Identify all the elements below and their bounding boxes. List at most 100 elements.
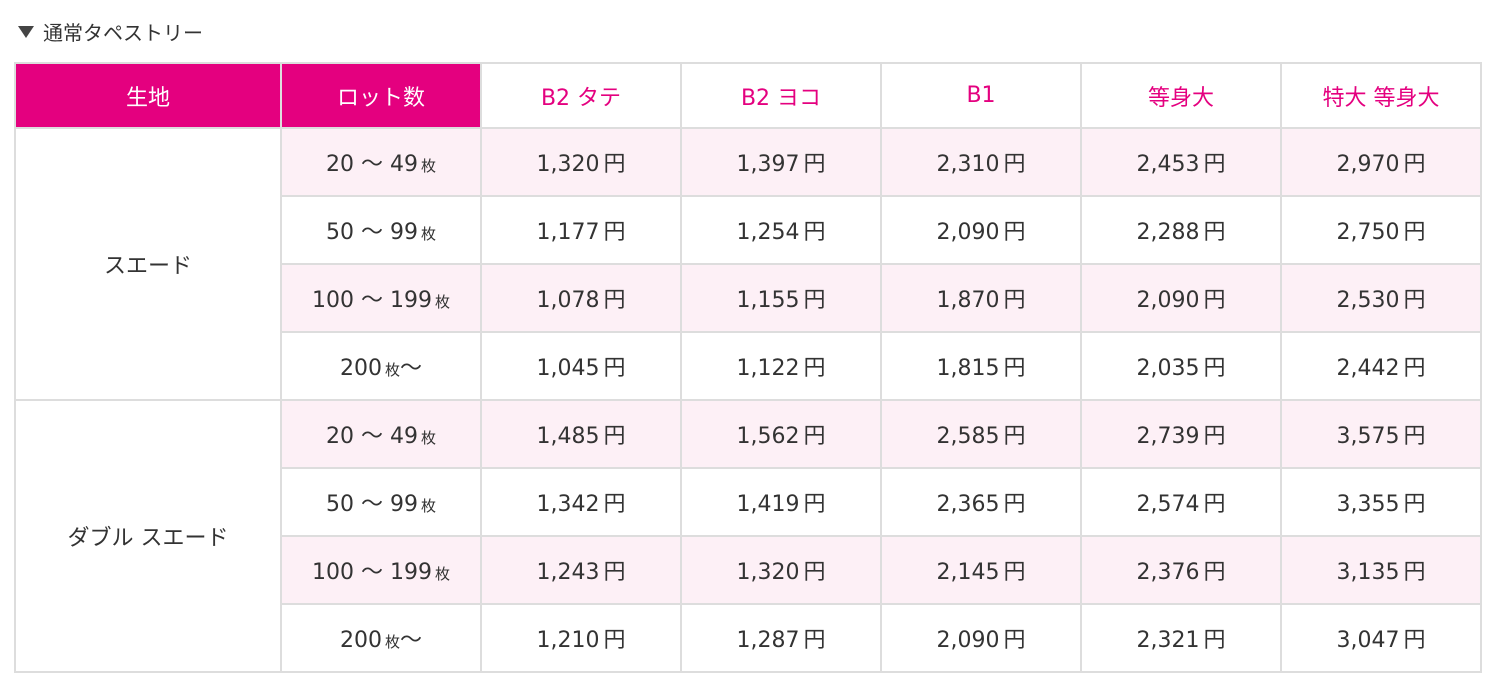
currency-unit: 円 [1003, 356, 1026, 381]
lot-cell: 200 枚〜 [280, 603, 482, 673]
currency-unit: 円 [603, 492, 626, 517]
price-value: 3,575 [1336, 424, 1400, 449]
currency-unit: 円 [1403, 628, 1426, 653]
price-cell: 2,090 円 [880, 195, 1082, 265]
currency-unit: 円 [803, 628, 826, 653]
lot-range: 20 〜 49 [326, 424, 418, 449]
currency-unit: 円 [1403, 220, 1426, 245]
price-value: 1,155 [736, 288, 800, 313]
section-title: 通常タペストリー [43, 20, 203, 45]
lot-unit: 枚 [420, 225, 436, 243]
price-cell: 2,750 円 [1280, 195, 1482, 265]
currency-unit: 円 [1003, 424, 1026, 449]
price-cell: 2,530 円 [1280, 263, 1482, 333]
price-table-body: スエード 20 〜 49 枚 1,320 円 1,397 円 2,310 円 2,453 円 2,97… [14, 127, 1482, 673]
currency-unit: 円 [1203, 628, 1226, 653]
price-cell: 1,287 円 [680, 603, 882, 673]
header-lot: ロット数 [280, 62, 482, 129]
price-value: 1,287 [736, 628, 800, 653]
price-value: 2,585 [936, 424, 1000, 449]
price-value: 1,045 [536, 356, 600, 381]
currency-unit: 円 [603, 424, 626, 449]
price-value: 1,177 [536, 220, 600, 245]
currency-unit: 円 [803, 560, 826, 585]
price-cell: 1,342 円 [480, 467, 682, 537]
price-cell: 1,419 円 [680, 467, 882, 537]
price-cell: 3,135 円 [1280, 535, 1482, 605]
price-value: 3,047 [1336, 628, 1400, 653]
price-cell: 2,090 円 [1080, 263, 1282, 333]
price-value: 1,078 [536, 288, 600, 313]
fabric-cell: ダブル スエード [14, 399, 282, 673]
price-value: 2,750 [1336, 220, 1400, 245]
currency-unit: 円 [603, 628, 626, 653]
currency-unit: 円 [803, 356, 826, 381]
price-value: 1,485 [536, 424, 600, 449]
table-row: スエード 20 〜 49 枚 1,320 円 1,397 円 2,310 円 2,453 円 2,97… [14, 127, 1482, 401]
lot-unit: 枚 [384, 633, 400, 651]
price-value: 2,530 [1336, 288, 1400, 313]
price-cell: 1,254 円 [680, 195, 882, 265]
price-value: 2,970 [1336, 152, 1400, 177]
price-cell: 1,870 円 [880, 263, 1082, 333]
price-value: 2,453 [1136, 152, 1200, 177]
header-size-b2-yoko: B2 ヨコ [680, 62, 882, 129]
lot-unit: 枚 [420, 157, 436, 175]
table-row: 50 〜 99 枚 1,342 円 1,419 円 2,365 円 2,574 円 3,355 円 [15, 467, 1482, 537]
price-cell: 2,310 円 [880, 127, 1082, 197]
price-value: 1,210 [536, 628, 600, 653]
price-cell: 2,288 円 [1080, 195, 1282, 265]
currency-unit: 円 [1203, 288, 1226, 313]
price-cell: 1,320 円 [480, 127, 682, 197]
table-row: 200 枚〜 1,210 円 1,287 円 2,090 円 2,321 円 3,047 円 [15, 603, 1482, 673]
currency-unit: 円 [1003, 152, 1026, 177]
table-row: 200 枚〜 1,045 円 1,122 円 1,815 円 2,035 円 2,442 円 [15, 331, 1482, 401]
price-cell: 2,090 円 [880, 603, 1082, 673]
price-cell: 3,575 円 [1280, 399, 1482, 469]
header-row: 生地 ロット数 B2 タテ B2 ヨコ B1 等身大 特大 等身大 [14, 62, 1482, 129]
currency-unit: 円 [803, 152, 826, 177]
lot-cell: 50 〜 99 枚 [280, 195, 482, 265]
price-value: 3,135 [1336, 560, 1400, 585]
price-value: 2,574 [1136, 492, 1200, 517]
price-cell: 2,970 円 [1280, 127, 1482, 197]
currency-unit: 円 [1403, 152, 1426, 177]
lot-unit: 枚 [384, 361, 400, 379]
currency-unit: 円 [603, 560, 626, 585]
price-cell: 1,210 円 [480, 603, 682, 673]
price-cell: 2,145 円 [880, 535, 1082, 605]
currency-unit: 円 [803, 424, 826, 449]
currency-unit: 円 [1003, 628, 1026, 653]
lot-cell: 50 〜 99 枚 [280, 467, 482, 537]
price-value: 1,815 [936, 356, 1000, 381]
currency-unit: 円 [1003, 560, 1026, 585]
currency-unit: 円 [603, 152, 626, 177]
header-fabric: 生地 [14, 62, 282, 129]
currency-unit: 円 [1203, 152, 1226, 177]
price-value: 1,419 [736, 492, 800, 517]
price-value: 1,254 [736, 220, 800, 245]
currency-unit: 円 [1203, 356, 1226, 381]
price-value: 2,310 [936, 152, 1000, 177]
lot-cell: 20 〜 49 枚 [280, 399, 482, 469]
price-value: 2,035 [1136, 356, 1200, 381]
table-row: 50 〜 99 枚 1,177 円 1,254 円 2,090 円 2,288 円 2,750 円 [15, 195, 1482, 265]
price-value: 2,321 [1136, 628, 1200, 653]
lot-unit: 枚 [420, 497, 436, 515]
lot-tilde: 〜 [400, 356, 423, 381]
price-cell: 2,574 円 [1080, 467, 1282, 537]
lot-range: 200 [339, 356, 382, 381]
price-cell: 2,585 円 [880, 399, 1082, 469]
currency-unit: 円 [1203, 492, 1226, 517]
price-cell: 2,321 円 [1080, 603, 1282, 673]
currency-unit: 円 [1003, 288, 1026, 313]
price-value: 1,320 [536, 152, 600, 177]
lot-range: 50 〜 99 [326, 220, 418, 245]
currency-unit: 円 [803, 288, 826, 313]
price-value: 2,090 [936, 628, 1000, 653]
price-cell: 2,442 円 [1280, 331, 1482, 401]
currency-unit: 円 [1203, 220, 1226, 245]
price-value: 2,090 [936, 220, 1000, 245]
currency-unit: 円 [1203, 424, 1226, 449]
price-value: 2,288 [1136, 220, 1200, 245]
